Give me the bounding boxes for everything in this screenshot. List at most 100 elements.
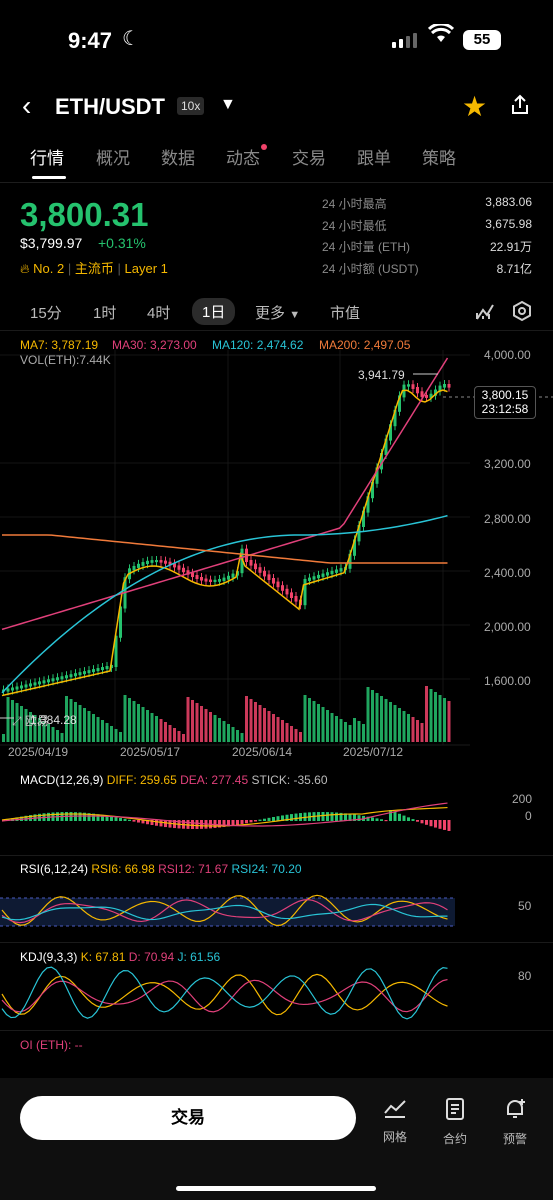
candle — [191, 572, 194, 578]
rank-row: 🔥︎ No. 2 | 主流币 | Layer 1 — [20, 261, 168, 276]
candle — [200, 576, 203, 581]
candle — [209, 579, 212, 582]
macd-bar — [236, 820, 239, 825]
candle — [227, 575, 230, 580]
layer-tag[interactable]: Layer 1 — [124, 261, 168, 276]
volume-bar — [290, 726, 293, 742]
moon-icon: ☾ — [122, 28, 140, 50]
candlestick-chart[interactable]: ⤢ 欧易 — [0, 330, 553, 770]
volume-bar — [231, 727, 235, 742]
kdj-k-line — [1, 973, 448, 1016]
volume-label: VOL(ETH):7.44K — [20, 353, 111, 367]
candle — [6, 688, 10, 692]
macd-bar — [353, 814, 356, 821]
candle — [74, 673, 77, 677]
tab-copy-trading[interactable]: 跟单 — [357, 149, 391, 168]
macd-bar — [213, 820, 217, 828]
rsi24-value: RSI24: 70.20 — [231, 862, 302, 876]
tab-news[interactable]: 动态 — [226, 149, 260, 168]
candle — [321, 573, 325, 577]
candle — [339, 568, 343, 572]
date-axis-label: 2025/05/17 — [120, 745, 181, 759]
market-cap-tab[interactable]: 市值 — [330, 305, 361, 322]
tab-overview[interactable]: 概况 — [96, 149, 130, 168]
stat-label: 24 小时额 (USDT) — [322, 261, 419, 276]
macd-bar — [402, 815, 406, 821]
dropdown-icon[interactable]: ▼ — [220, 96, 236, 113]
stat-low: 24 小时最低 3,675.98 — [322, 217, 532, 239]
candle — [47, 679, 50, 683]
macd-bar — [78, 812, 82, 821]
candle — [371, 481, 374, 499]
macd-bar — [96, 814, 100, 821]
macd-bar — [447, 820, 451, 831]
volume-bar — [240, 733, 244, 742]
volume-bar — [105, 723, 109, 742]
candle — [222, 577, 226, 581]
nav-label: 合约 — [442, 1132, 467, 1146]
macd-bar — [420, 820, 424, 824]
volume-bar — [213, 715, 217, 742]
tab-market[interactable]: 行情 — [30, 149, 64, 168]
tab-data[interactable]: 数据 — [161, 149, 195, 168]
contract-icon — [446, 1098, 464, 1120]
volume-bar — [362, 724, 365, 742]
timeframe-4h[interactable]: 4时 — [147, 305, 171, 322]
candle-countdown: 23:12:58 — [481, 402, 529, 416]
grid-nav-button[interactable]: 网格 — [370, 1097, 420, 1145]
category-tag[interactable]: 主流币 — [74, 261, 114, 276]
timeframe-1h[interactable]: 1时 — [93, 305, 117, 322]
volume-bar — [375, 693, 379, 742]
volume-bar — [411, 717, 415, 742]
rsi-chart — [0, 894, 455, 927]
share-icon[interactable] — [508, 93, 532, 122]
price-axis-label: 2,800.00 — [484, 512, 531, 526]
volume-bar — [434, 692, 437, 742]
tab-trade[interactable]: 交易 — [292, 149, 326, 168]
bell-plus-icon — [507, 1099, 525, 1118]
candle — [168, 561, 172, 566]
candle — [65, 675, 68, 679]
battery-icon: 55 — [463, 30, 501, 50]
trade-button[interactable]: 交易 — [20, 1096, 356, 1140]
volume-bar — [137, 704, 140, 742]
candle — [218, 578, 221, 582]
stat-high: 24 小时最高 3,883.06 — [322, 195, 532, 217]
pair-title[interactable]: ETH/USDT — [55, 94, 165, 119]
indicator-icon[interactable] — [474, 300, 496, 327]
favorite-star-icon[interactable]: ★ — [462, 91, 488, 122]
timeframe-more[interactable]: 更多 ▼ — [255, 302, 300, 323]
candle — [335, 569, 338, 573]
volume-bar — [51, 727, 55, 742]
candle — [15, 686, 19, 690]
alert-nav-button[interactable]: 预警 — [490, 1097, 540, 1147]
contract-nav-button[interactable]: 合约 — [430, 1097, 480, 1147]
candle — [258, 567, 262, 573]
macd-bar — [344, 813, 347, 821]
candle — [51, 678, 55, 682]
volume-bar — [2, 734, 5, 742]
rsi-axis-label: 50 — [518, 899, 532, 913]
stat-value: 3,675.98 — [485, 216, 532, 231]
macd-bar — [348, 813, 352, 821]
kdj-axis-label: 80 — [518, 969, 532, 983]
candle — [393, 409, 397, 427]
ma120-line — [1, 514, 448, 694]
candle — [177, 565, 181, 570]
timeframe-1d[interactable]: 1日 — [192, 298, 236, 325]
settings-icon[interactable] — [511, 300, 533, 327]
divider — [0, 330, 553, 331]
macd-bar — [339, 812, 343, 821]
volume-bar — [227, 724, 230, 742]
volume-bar — [398, 708, 401, 742]
candle — [110, 665, 113, 669]
macd-bar — [114, 817, 118, 821]
high-marker: 3,941.79 — [358, 368, 405, 382]
macd-bar — [380, 819, 383, 821]
macd-bar — [294, 813, 298, 821]
back-icon[interactable]: ‹ — [22, 90, 32, 121]
volume-bar — [209, 712, 212, 742]
timeframe-15m[interactable]: 15分 — [30, 305, 62, 322]
stat-label: 24 小时最高 — [322, 197, 387, 211]
tab-strategy[interactable]: 策略 — [422, 149, 456, 168]
